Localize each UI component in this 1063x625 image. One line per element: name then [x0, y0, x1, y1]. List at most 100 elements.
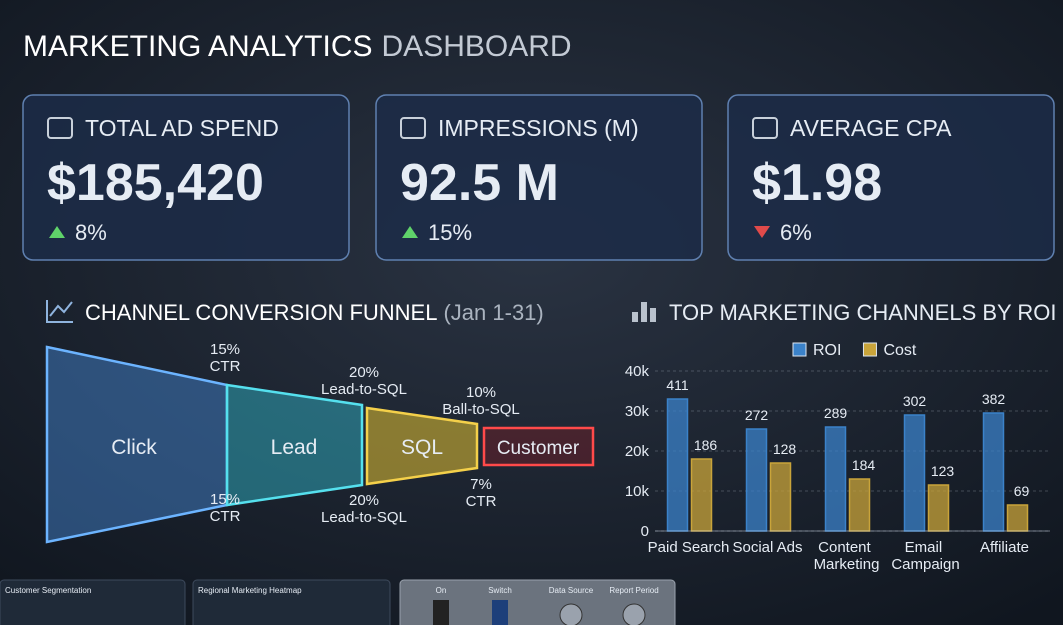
funnel-note: Lead-to-SQL [321, 381, 407, 398]
kpi-icon [752, 117, 778, 139]
funnel-stage [482, 426, 595, 467]
bar [690, 458, 713, 532]
funnel-stage [225, 383, 364, 507]
y-tick-label: 40k [625, 363, 650, 380]
funnel-title-main: CHANNEL CONVERSION FUNNEL [85, 300, 437, 325]
funnel-icon [46, 300, 73, 323]
control-label: Report Period [609, 586, 658, 595]
footer-panel [192, 579, 391, 625]
y-tick-label: 0 [641, 523, 649, 540]
knob [559, 603, 583, 625]
kpi-change: 8% [75, 220, 107, 245]
y-tick-label: 10k [625, 483, 650, 500]
footer-panel [0, 579, 186, 625]
title-suffix: DASHBOARD [382, 30, 572, 63]
kpi-label: AVERAGE CPA [790, 115, 952, 141]
kpi-value: 92.5 M [400, 154, 559, 212]
bar-annotation: 302 [903, 393, 927, 409]
kpi-value: $185,420 [47, 154, 264, 212]
funnel-note: CTR [210, 358, 241, 375]
kpi-change: 15% [428, 220, 472, 245]
x-tick-line: Campaign [891, 556, 959, 573]
kpi-card [22, 94, 350, 261]
footer-panel-title: Customer Segmentation [5, 586, 91, 595]
chart-icon [650, 308, 656, 322]
y-tick-label: 30k [625, 403, 650, 420]
funnel-stage-label: Lead [271, 436, 318, 459]
bar [903, 414, 926, 532]
chart-icon [641, 302, 647, 322]
control-label: On [436, 586, 447, 595]
x-tick-label: Email Campaign [891, 539, 959, 573]
y-tick-label: 20k [625, 443, 650, 460]
bar [848, 478, 871, 532]
kpi-card [375, 94, 703, 261]
bar-annotation: 272 [745, 407, 769, 423]
funnel-stage-label: SQL [401, 436, 443, 459]
funnel-stage [365, 406, 479, 486]
bar-annotation: 128 [773, 441, 797, 457]
legend-swatch [862, 342, 877, 357]
kpi-label: IMPRESSIONS (M) [438, 115, 639, 141]
bar-annotation: 186 [694, 437, 718, 453]
funnel-rate: 15% [210, 491, 240, 508]
x-tick-line: Email [905, 539, 947, 556]
legend-label: Cost [883, 342, 916, 359]
kpi-icon [400, 117, 426, 139]
legend-swatch [792, 342, 807, 357]
bar [927, 484, 950, 532]
change-arrow [402, 226, 418, 238]
x-tick-label: Affiliate [980, 539, 1029, 556]
kpi-card [727, 94, 1055, 261]
change-arrow [49, 226, 65, 238]
control-label: Switch [488, 586, 512, 595]
bar-annotation: 289 [824, 405, 848, 421]
switch [433, 600, 449, 625]
funnel-rate: 15% [210, 341, 240, 358]
funnel-rate: 10% [466, 384, 496, 401]
chart-title: TOP MARKETING CHANNELS BY ROI [669, 300, 1057, 325]
footer-panel-title: Regional Marketing Heatmap [198, 586, 302, 595]
dashboard-title: MARKETING ANALYTICS DASHBOARD [23, 30, 572, 63]
funnel-stage-label: Customer [497, 438, 580, 459]
funnel-note: Ball-to-SQL [442, 401, 520, 418]
kpi-label: TOTAL AD SPEND [85, 115, 279, 141]
bar [1006, 504, 1029, 532]
change-arrow [754, 226, 770, 238]
bar-annotation: 69 [1014, 483, 1030, 499]
control-label: Data Source [549, 586, 594, 595]
bar-annotation: 382 [982, 391, 1006, 407]
bar [666, 398, 689, 532]
switch [492, 600, 508, 625]
funnel-note: CTR [466, 493, 497, 510]
bar [824, 426, 847, 532]
kpi-icon [47, 117, 73, 139]
legend-label: ROI [813, 342, 841, 359]
x-tick-line: Marketing [814, 556, 880, 573]
x-tick-label: Content Marketing [814, 539, 880, 573]
knob [622, 603, 646, 625]
funnel-rate: 20% [349, 492, 379, 509]
funnel-rate: 20% [349, 364, 379, 381]
title-main: MARKETING ANALYTICS [23, 30, 373, 63]
funnel-title: CHANNEL CONVERSION FUNNEL (Jan 1-31) [85, 300, 544, 325]
funnel-rate: 7% [470, 476, 492, 493]
kpi-change: 6% [780, 220, 812, 245]
chart-icon [632, 312, 638, 322]
funnel-stage-label: Click [111, 436, 157, 459]
funnel-note: CTR [210, 508, 241, 525]
funnel-period: (Jan 1-31) [443, 300, 543, 325]
bar-annotation: 411 [666, 377, 689, 393]
control-panel [399, 579, 676, 625]
bar [745, 428, 768, 532]
kpi-value: $1.98 [752, 154, 882, 212]
bar [769, 462, 792, 532]
bar [982, 412, 1005, 532]
x-tick-label: Paid Search [648, 539, 730, 556]
x-tick-label: Social Ads [732, 539, 802, 556]
bar-annotation: 184 [852, 457, 876, 473]
x-tick-line: Content [818, 539, 875, 556]
bar-annotation: 123 [931, 463, 955, 479]
